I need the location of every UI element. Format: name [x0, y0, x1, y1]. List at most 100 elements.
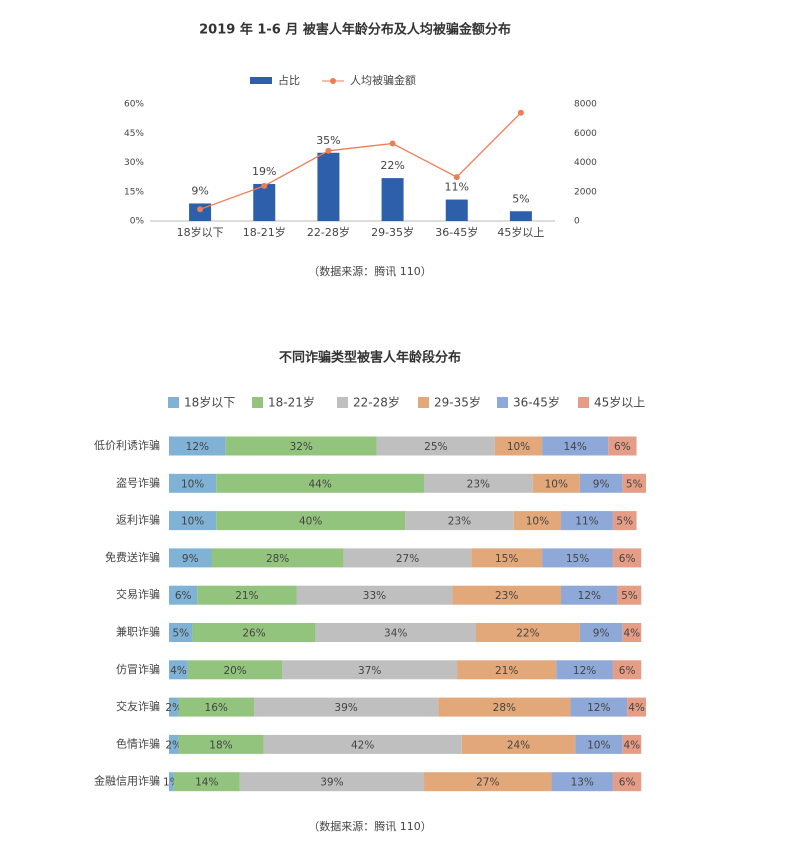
bar [317, 152, 340, 221]
legend-label: 18岁以下 [184, 395, 235, 410]
legend-swatch [337, 397, 348, 408]
y-tick-label: 免费送诈骗 [105, 550, 160, 564]
legend-swatch [250, 77, 272, 84]
bar-segment [169, 772, 174, 792]
bar-segment [438, 697, 571, 717]
value-label: 40% [299, 516, 322, 528]
value-label: 12% [573, 665, 596, 677]
value-label: 9% [182, 553, 199, 565]
value-label: 13% [571, 777, 594, 789]
bar-segment [169, 548, 212, 568]
value-label: 20% [223, 665, 246, 677]
value-label: 32% [290, 441, 313, 453]
legend-swatch [497, 397, 508, 408]
bar [253, 183, 276, 221]
value-label: 10% [587, 739, 610, 751]
value-label: 10% [507, 441, 530, 453]
y2-tick-label: 2000 [574, 187, 597, 197]
x-tick-label: 18岁以下 [177, 225, 224, 239]
bar-segment [471, 548, 543, 568]
value-label: 37% [358, 665, 381, 677]
value-label: 23% [467, 478, 490, 490]
bar-segment [461, 734, 576, 754]
bar-segment [612, 548, 642, 568]
bar-segment [169, 697, 179, 717]
bar-segment [608, 436, 637, 456]
bar-segment [192, 623, 316, 642]
y-tick-label: 0% [130, 217, 145, 227]
bar-segment [627, 697, 646, 717]
bar-segment [542, 436, 609, 456]
y2-tick-label: 8000 [574, 100, 597, 110]
bar-segment [532, 473, 580, 493]
legend-marker [330, 78, 336, 84]
bar-segment [169, 734, 179, 754]
legend-label: 人均被骗金额 [350, 73, 416, 87]
bar-segment [612, 660, 642, 680]
legend-swatch [578, 397, 589, 408]
bar-segment [612, 511, 637, 531]
value-label: 23% [448, 516, 471, 528]
bar-segment [216, 511, 406, 531]
bar-segment [617, 585, 642, 605]
bar-segment [405, 511, 514, 531]
bar-segment [169, 436, 226, 456]
line-point [261, 182, 268, 189]
value-label: 25% [424, 441, 447, 453]
x-tick-label: 36-45岁 [435, 225, 478, 239]
line-point [453, 174, 460, 181]
bar-segment [579, 473, 623, 493]
value-label: 5% [616, 516, 633, 528]
x-tick-label: 22-28岁 [307, 225, 350, 239]
legend-swatch [168, 397, 179, 408]
y-tick-label: 交易诈骗 [116, 587, 160, 601]
value-label: 21% [495, 665, 518, 677]
value-label: 28% [493, 702, 516, 714]
bar-segment [173, 772, 240, 792]
bar-segment [169, 511, 217, 531]
line-point [325, 147, 332, 154]
bar-segment [178, 734, 264, 754]
value-label: 14% [195, 777, 218, 789]
value-label: 28% [266, 553, 289, 565]
legend-label: 18-21岁 [268, 395, 315, 410]
y-tick-label: 交友诈骗 [116, 699, 160, 713]
value-label: 4% [623, 739, 640, 751]
y-tick-label: 返利诈骗 [116, 513, 160, 527]
bar-segment [457, 660, 557, 680]
y-tick-label: 低价利诱诈骗 [94, 438, 160, 452]
value-label: 6% [614, 441, 631, 453]
value-label: 44% [308, 478, 331, 490]
y-tick-label: 兼职诈骗 [116, 625, 160, 639]
line-point [197, 206, 204, 213]
bar-segment [216, 473, 425, 493]
y-tick-label: 仿冒诈骗 [116, 662, 160, 676]
bar-segment [376, 436, 495, 456]
value-label: 15% [495, 553, 518, 565]
value-label: 2% [165, 739, 182, 751]
value-label: 9% [593, 478, 610, 490]
value-label: 4% [170, 665, 187, 677]
value-label: 10% [181, 478, 204, 490]
bar [445, 199, 468, 221]
value-label: 21% [235, 590, 258, 602]
bar-segment [169, 623, 193, 642]
value-label: 6% [619, 665, 636, 677]
x-tick-label: 45岁以上 [497, 225, 544, 239]
bar-segment [424, 473, 533, 493]
value-label: 12% [186, 441, 209, 453]
y-tick-label: 15% [124, 187, 144, 197]
value-label: 22% [380, 159, 404, 172]
bar-segment [560, 585, 618, 605]
value-label: 2% [165, 702, 182, 714]
value-label: 14% [563, 441, 586, 453]
y-tick-label: 60% [124, 100, 144, 110]
value-label: 22% [516, 628, 539, 640]
line-point [389, 140, 396, 147]
value-label: 16% [205, 702, 228, 714]
value-label: 6% [619, 777, 636, 789]
bar-segment [560, 511, 613, 531]
value-label: 26% [242, 628, 265, 640]
value-label: 35% [316, 134, 340, 147]
